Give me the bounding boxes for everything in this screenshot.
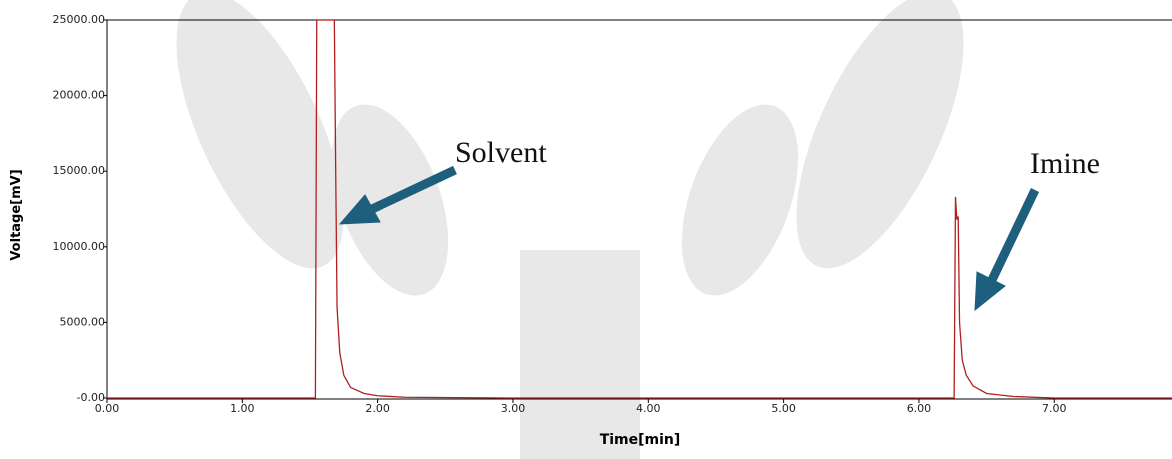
x-tick-label: 2.00 <box>365 402 390 415</box>
y-tick-label: 10000.00 <box>53 240 106 253</box>
annotation: Solvent <box>455 136 547 169</box>
x-tick-label: 0.00 <box>95 402 120 415</box>
x-tick-label: 1.00 <box>230 402 255 415</box>
y-tick-label: 25000.00 <box>53 13 106 26</box>
arrow <box>975 190 1035 310</box>
y-tick-label: 15000.00 <box>53 164 106 177</box>
x-axis-label: Time[min] <box>600 432 681 448</box>
y-tick-label: 5000.00 <box>60 315 106 328</box>
y-axis-label: Voltage[mV] <box>9 169 24 260</box>
annotation: Imine <box>1030 147 1100 180</box>
x-tick-label: 4.00 <box>636 402 661 415</box>
watermark <box>142 0 998 459</box>
x-tick-label: 3.00 <box>501 402 526 415</box>
chart: Voltage[mV] Time[min] Solvent Imine -0.0… <box>0 0 1172 459</box>
x-tick-label: 6.00 <box>907 402 932 415</box>
x-tick-label: 5.00 <box>771 402 796 415</box>
y-tick-label: 20000.00 <box>53 89 106 102</box>
x-tick-label: 7.00 <box>1042 402 1067 415</box>
